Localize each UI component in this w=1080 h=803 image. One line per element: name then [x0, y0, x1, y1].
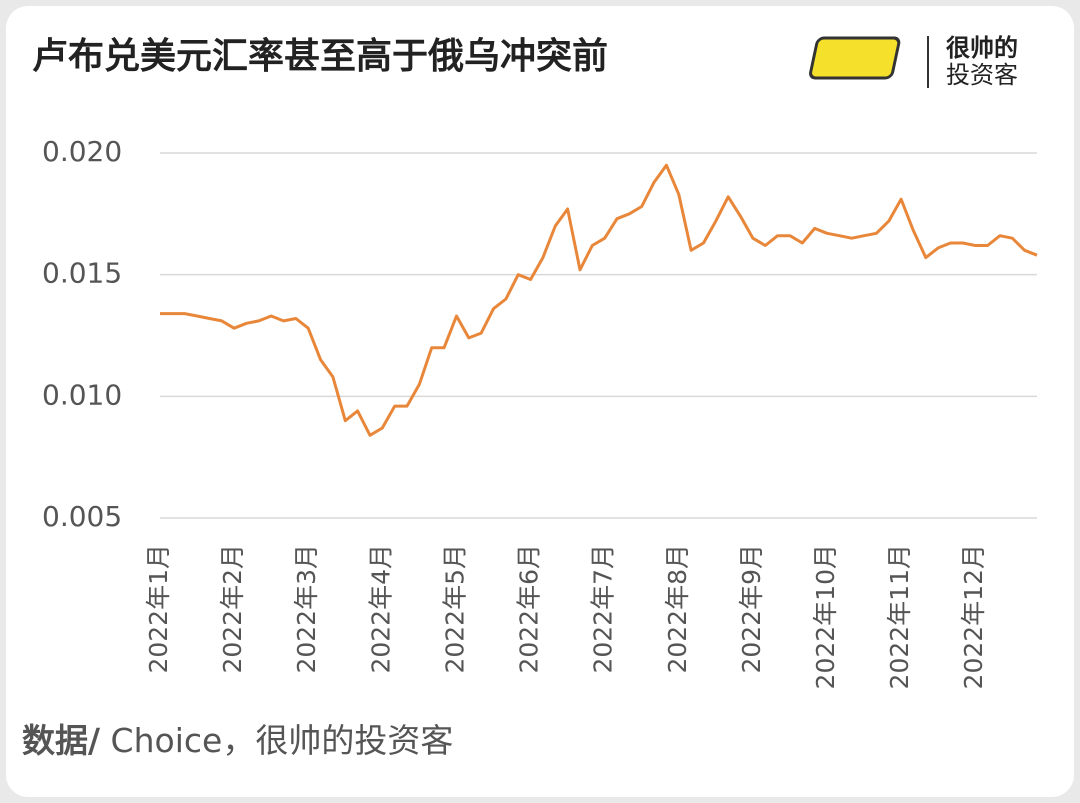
line-series	[160, 163, 1038, 437]
brand-line: 很帅的	[946, 34, 1018, 62]
source-label: 数据/	[22, 721, 101, 760]
plot: 0.005 0.010 0.015 0.020 2022年1月 2022年2月 2022年3…	[42, 135, 1038, 689]
logo: 很帅的 投资客	[809, 34, 1018, 89]
card	[6, 6, 1074, 797]
x-tick-label: 2022年9月	[737, 544, 766, 674]
y-tick-label: 0.010	[42, 378, 122, 411]
source: 数据/ Choice，很帅的投资客	[22, 721, 453, 760]
x-tick-label: 2022年1月	[144, 544, 173, 674]
y-tick-label: 0.015	[42, 257, 122, 290]
y-tick-label: 0.005	[42, 500, 122, 533]
logo-mark	[809, 36, 901, 80]
x-tick-label: 2022年7月	[589, 544, 618, 674]
x-tick-label: 2022年2月	[218, 544, 247, 674]
x-tick-label: 2022年6月	[515, 544, 544, 674]
y-tick-label: 0.020	[42, 135, 122, 168]
brand-line: 投资客	[946, 61, 1018, 89]
x-tick-label: 2022年4月	[366, 544, 395, 674]
x-tick-label: 2022年3月	[292, 544, 321, 674]
x-tick-label: 2022年8月	[663, 544, 692, 674]
x-tick-label: 2022年5月	[440, 544, 469, 674]
x-tick-label: 2022年12月	[959, 544, 988, 689]
x-tick-label: 2022年10月	[811, 544, 840, 689]
chart-title: 卢布兑美元汇率甚至高于俄乌冲突前	[32, 36, 608, 77]
x-tick-label: 2022年11月	[885, 544, 914, 689]
source-text: Choice，很帅的投资客	[100, 721, 453, 760]
